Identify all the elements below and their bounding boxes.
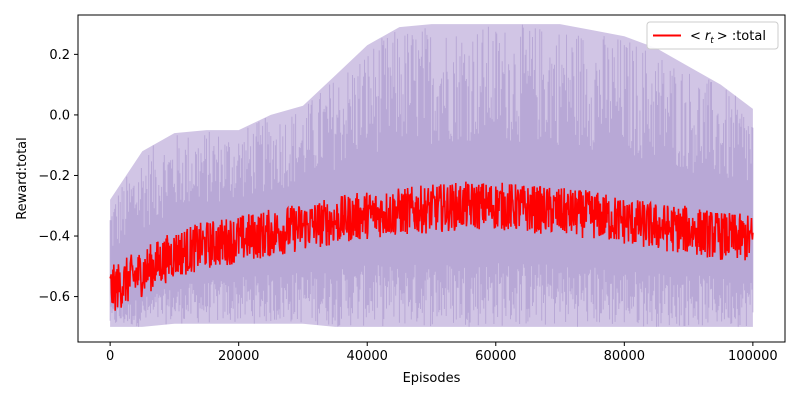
legend-label-suffix: > :total: [717, 29, 766, 44]
x-tick-label: 40000: [347, 349, 388, 364]
legend-label-prefix: <: [690, 29, 701, 44]
legend-label-sub: t: [710, 36, 714, 46]
y-axis-ticks: −0.6 −0.4 −0.2 0.0 0.2: [38, 48, 78, 305]
x-tick-label: 20000: [218, 349, 259, 364]
x-tick-label: 100000: [728, 349, 778, 364]
y-tick-label: −0.4: [38, 230, 70, 245]
series-line-0: [109, 181, 754, 311]
legend-label: < rt > :total: [690, 29, 766, 46]
x-axis-ticks: 0 20000 40000 60000 80000 100000: [106, 342, 778, 364]
x-tick-label: 80000: [604, 349, 645, 364]
y-tick-label: −0.6: [38, 290, 70, 305]
y-axis-label: Reward:total: [15, 137, 30, 220]
x-tick-label: 0: [106, 349, 114, 364]
series-layer: [109, 181, 754, 311]
x-tick-label: 60000: [475, 349, 516, 364]
x-axis-label: Episodes: [403, 371, 461, 386]
y-tick-label: 0.2: [49, 48, 70, 63]
y-tick-label: −0.2: [38, 169, 70, 184]
legend-box: [646, 21, 779, 50]
plot-frame: [77, 14, 786, 343]
y-tick-label: 0.0: [49, 108, 70, 123]
legend-label-var: r: [705, 29, 712, 44]
legend: < rt > :total: [646, 21, 779, 50]
